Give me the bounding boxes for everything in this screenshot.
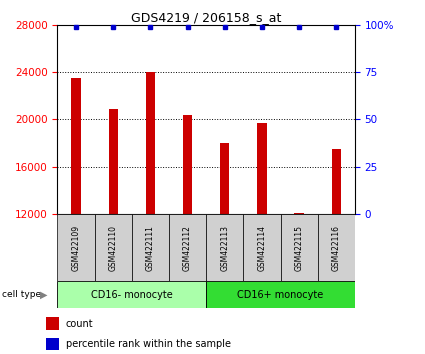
Text: GSM422112: GSM422112 bbox=[183, 225, 192, 271]
Bar bbox=[46, 338, 59, 350]
Text: percentile rank within the sample: percentile rank within the sample bbox=[66, 339, 231, 349]
Bar bbox=[243, 214, 280, 281]
Text: GSM422111: GSM422111 bbox=[146, 225, 155, 271]
Bar bbox=[280, 214, 317, 281]
Bar bbox=[332, 149, 341, 214]
Bar bbox=[183, 115, 192, 214]
Bar bbox=[71, 78, 81, 214]
Text: GSM422116: GSM422116 bbox=[332, 225, 341, 271]
Title: GDS4219 / 206158_s_at: GDS4219 / 206158_s_at bbox=[131, 11, 281, 24]
Bar bbox=[108, 109, 118, 214]
Text: CD16+ monocyte: CD16+ monocyte bbox=[238, 290, 323, 300]
Text: cell type: cell type bbox=[2, 290, 41, 299]
Bar bbox=[57, 281, 206, 308]
Bar bbox=[57, 214, 94, 281]
Text: GSM422115: GSM422115 bbox=[295, 225, 303, 271]
Text: count: count bbox=[66, 319, 94, 329]
Text: GSM422113: GSM422113 bbox=[220, 225, 229, 271]
Bar bbox=[257, 123, 266, 214]
Bar bbox=[94, 214, 132, 281]
Bar bbox=[295, 213, 304, 214]
Text: CD16- monocyte: CD16- monocyte bbox=[91, 290, 173, 300]
Bar bbox=[220, 143, 230, 214]
Bar bbox=[206, 214, 243, 281]
Bar bbox=[169, 214, 206, 281]
Text: GSM422110: GSM422110 bbox=[109, 225, 118, 271]
Text: GSM422114: GSM422114 bbox=[258, 225, 266, 271]
Bar bbox=[46, 318, 59, 330]
Text: GSM422109: GSM422109 bbox=[71, 225, 80, 271]
Bar bbox=[146, 72, 155, 214]
Bar bbox=[317, 214, 355, 281]
Text: ▶: ▶ bbox=[40, 290, 47, 300]
Bar bbox=[206, 281, 355, 308]
Bar bbox=[132, 214, 169, 281]
